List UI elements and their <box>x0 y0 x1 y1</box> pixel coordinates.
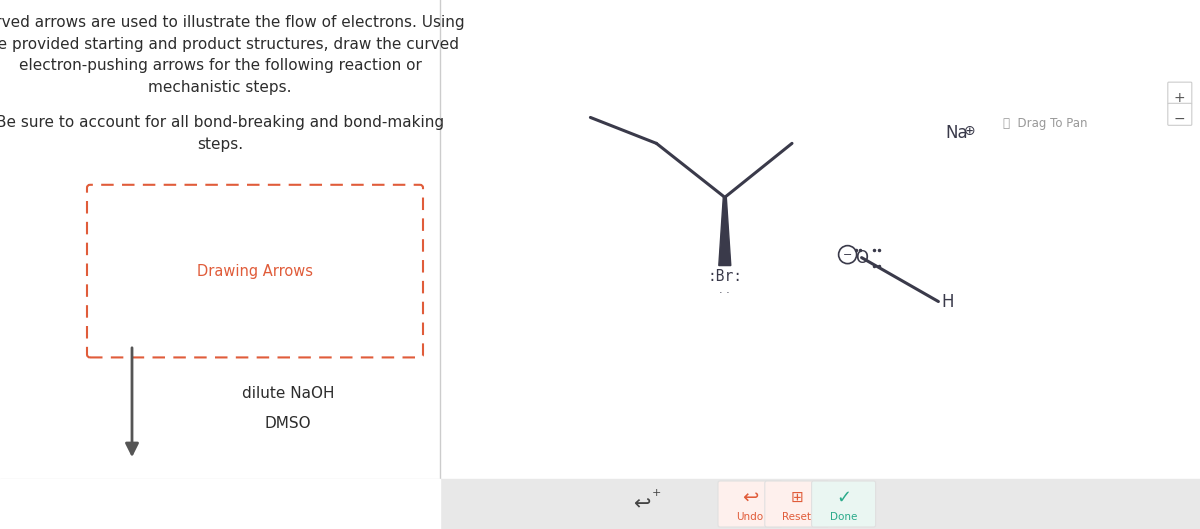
Text: Curved arrows are used to illustrate the flow of electrons. Using
the provided s: Curved arrows are used to illustrate the… <box>0 15 464 95</box>
Bar <box>0 479 1200 529</box>
Text: Undo: Undo <box>737 512 763 522</box>
FancyBboxPatch shape <box>811 481 876 527</box>
FancyBboxPatch shape <box>1168 103 1192 125</box>
Text: DMSO: DMSO <box>265 415 311 431</box>
Bar <box>0 479 440 529</box>
Text: −: − <box>1174 112 1186 126</box>
Text: ↩: ↩ <box>742 488 758 507</box>
FancyBboxPatch shape <box>1168 82 1192 104</box>
Text: Done: Done <box>830 512 857 522</box>
Text: O: O <box>856 249 868 267</box>
FancyBboxPatch shape <box>718 481 782 527</box>
Text: :Br:: :Br: <box>707 269 743 284</box>
Text: ⊕: ⊕ <box>964 124 976 138</box>
Text: ↩: ↩ <box>634 494 650 514</box>
Text: · ·: · · <box>720 288 730 297</box>
Text: −: − <box>842 250 852 260</box>
Text: +: + <box>652 488 661 498</box>
Text: H: H <box>942 293 954 311</box>
Text: dilute NaOH: dilute NaOH <box>241 386 335 400</box>
Text: ⊞: ⊞ <box>791 490 803 505</box>
Text: Be sure to account for all bond-breaking and bond-making
steps.: Be sure to account for all bond-breaking… <box>0 115 444 152</box>
Text: ✓: ✓ <box>836 489 851 507</box>
Text: Na: Na <box>946 124 968 142</box>
FancyBboxPatch shape <box>764 481 829 527</box>
Text: ∨: ∨ <box>287 490 301 509</box>
Text: 🖐  Drag To Pan: 🖐 Drag To Pan <box>1003 117 1087 130</box>
Text: Drawing Arrows: Drawing Arrows <box>197 263 313 279</box>
Text: +: + <box>1174 91 1186 105</box>
Polygon shape <box>719 197 731 266</box>
Text: Reset: Reset <box>782 512 811 522</box>
